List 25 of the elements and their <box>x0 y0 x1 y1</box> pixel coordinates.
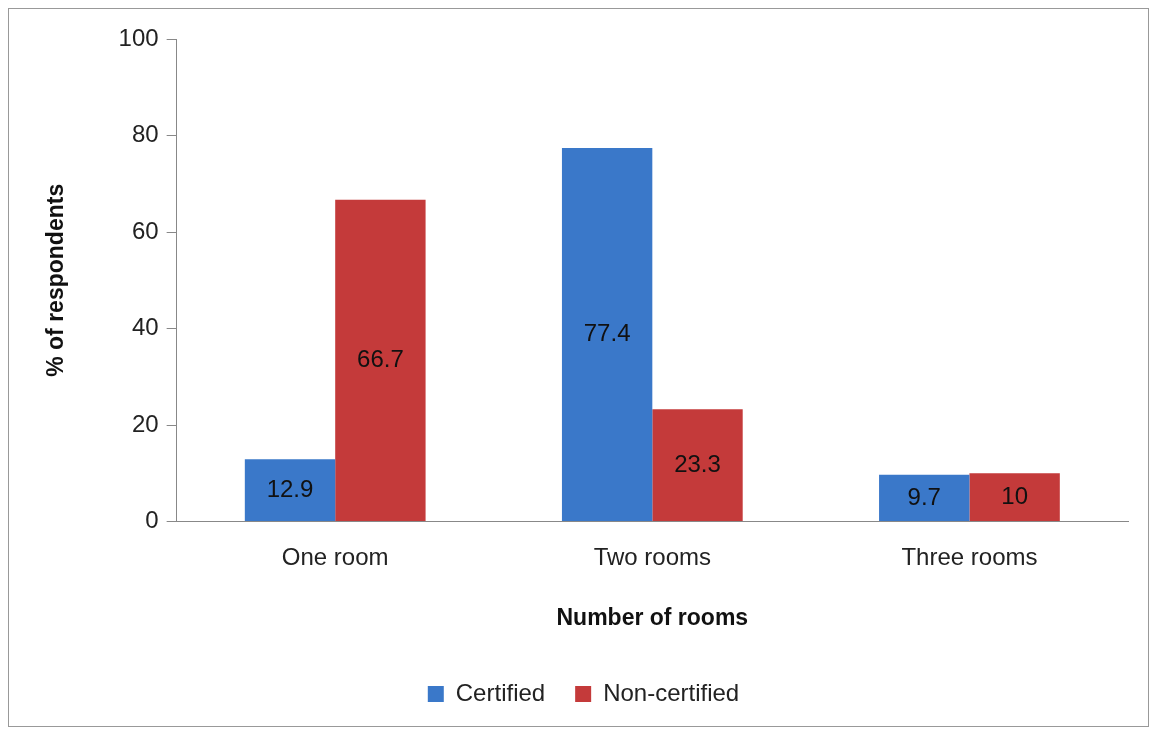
legend-label: Non-certified <box>603 678 740 706</box>
data-label: 12.9 <box>266 474 314 502</box>
data-label: 23.3 <box>674 449 721 477</box>
y-tick-label: 60 <box>131 216 159 244</box>
bar <box>652 409 743 522</box>
x-tick-label: Two rooms <box>593 542 712 570</box>
data-label: 66.7 <box>357 345 404 373</box>
legend-label: Certified <box>455 678 546 706</box>
bar <box>335 199 426 522</box>
y-tick-label: 80 <box>131 120 159 148</box>
x-tick-label: Three rooms <box>901 542 1038 570</box>
bar <box>561 148 653 522</box>
y-tick-label: 100 <box>118 23 159 51</box>
x-axis-title: Number of rooms <box>556 603 749 630</box>
x-tick-label: One room <box>281 542 389 570</box>
data-label: 9.7 <box>907 482 941 510</box>
bar <box>969 473 1060 522</box>
data-label: 10 <box>1001 481 1028 509</box>
y-tick-label: 0 <box>145 506 159 534</box>
data-label: 77.4 <box>583 319 631 347</box>
y-axis-title: % of respondents <box>42 183 69 377</box>
y-tick-label: 20 <box>131 409 159 437</box>
bar <box>879 474 970 522</box>
y-tick-label: 40 <box>131 313 159 341</box>
bar <box>244 459 336 522</box>
